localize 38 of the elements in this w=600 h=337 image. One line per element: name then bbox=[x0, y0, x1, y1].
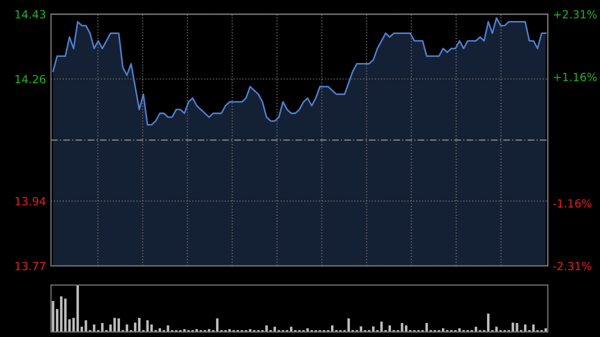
bar bbox=[150, 324, 153, 332]
bar bbox=[158, 328, 162, 332]
bar bbox=[306, 328, 309, 332]
bar bbox=[458, 328, 461, 332]
bar bbox=[84, 320, 88, 332]
bar bbox=[388, 325, 391, 332]
y-tick-label: 13.94 bbox=[16, 197, 46, 206]
y-tick-label: 13.77 bbox=[16, 262, 46, 270]
bar bbox=[372, 326, 375, 332]
bar bbox=[487, 314, 490, 332]
bar bbox=[331, 325, 334, 332]
bar bbox=[60, 296, 62, 332]
bar bbox=[101, 323, 104, 332]
bar bbox=[425, 323, 428, 332]
y-tick-label: 14.43 bbox=[16, 10, 46, 19]
y-tick-label: 14.26 bbox=[16, 74, 46, 84]
y2-tick-label: -1.16% bbox=[553, 199, 592, 208]
bar bbox=[92, 324, 96, 332]
bar bbox=[532, 324, 535, 332]
bar bbox=[118, 318, 120, 332]
bar bbox=[76, 285, 79, 332]
bar bbox=[400, 323, 404, 332]
bar bbox=[442, 328, 444, 332]
bar bbox=[544, 328, 547, 332]
y2-tick-label: +1.16% bbox=[554, 72, 597, 82]
bar bbox=[216, 318, 219, 332]
bar bbox=[512, 322, 514, 332]
bar bbox=[126, 324, 128, 332]
bar bbox=[138, 318, 141, 332]
y2-tick-label: -2.31% bbox=[553, 262, 592, 270]
bar bbox=[265, 325, 268, 332]
bar bbox=[52, 301, 54, 332]
bar bbox=[524, 324, 526, 332]
y2-tick-label: +2.31% bbox=[554, 10, 597, 19]
bar bbox=[404, 325, 408, 332]
bar bbox=[347, 318, 350, 332]
bar bbox=[113, 318, 116, 332]
bar bbox=[64, 298, 67, 332]
